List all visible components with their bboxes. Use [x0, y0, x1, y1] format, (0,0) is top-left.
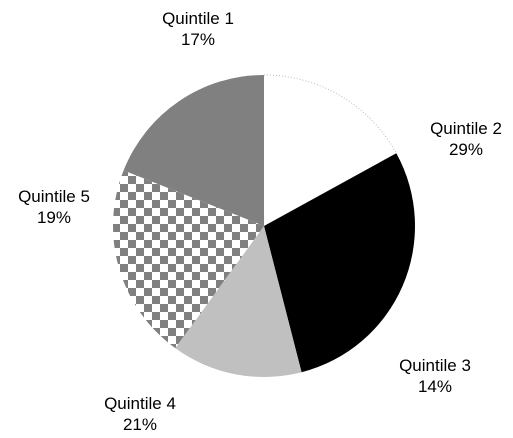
slice-value-label: 21% — [122, 415, 158, 434]
slice-category-label: Quintile 1 — [162, 9, 234, 28]
white-slice-rim — [263, 74, 397, 154]
slice-category-label: Quintile 5 — [18, 187, 90, 206]
slice-label-quintile-1: Quintile 1 17% — [162, 8, 234, 50]
slice-value-label: 17% — [180, 30, 216, 49]
slice-category-label: Quintile 4 — [104, 394, 176, 413]
slice-category-label: Quintile 2 — [430, 119, 502, 138]
pie-slice-quintile-5 — [123, 74, 264, 226]
slice-value-label: 29% — [448, 140, 484, 159]
slice-label-quintile-5: Quintile 5 19% — [18, 186, 90, 228]
slice-value-label: 19% — [36, 208, 72, 227]
pie-slices — [112, 74, 415, 378]
slice-label-quintile-4: Quintile 4 21% — [104, 393, 176, 435]
slice-value-label: 14% — [417, 377, 453, 396]
slice-label-quintile-2: Quintile 2 29% — [430, 118, 502, 160]
slice-category-label: Quintile 3 — [399, 356, 471, 375]
pie-slice-quintile-2 — [264, 153, 415, 373]
pie-slice-quintile-3 — [175, 226, 302, 378]
slice-label-quintile-3: Quintile 3 14% — [399, 355, 471, 397]
pie-slice-quintile-4 — [112, 170, 264, 349]
